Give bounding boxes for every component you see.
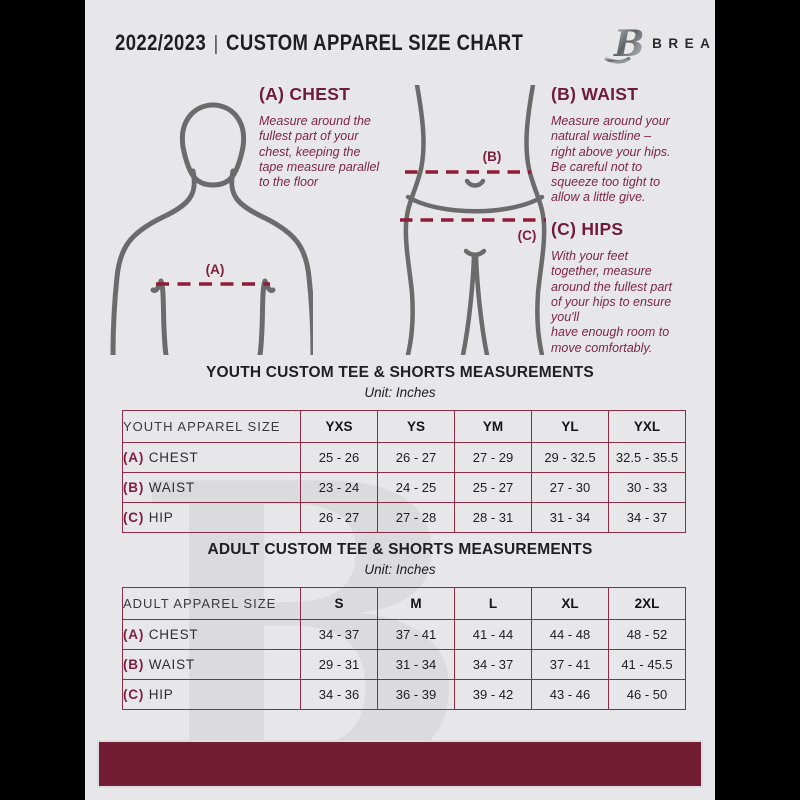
youth-chest-row: (A) CHEST 25 - 26 26 - 27 27 - 29 29 - 3… [122, 442, 686, 473]
youth-chest-yl: 29 - 32.5 [531, 442, 609, 473]
youth-table-unit: Unit: Inches [364, 385, 436, 400]
youth-chest-ys: 26 - 27 [377, 442, 455, 473]
hips-instruction-block: (C) HIPS With your feet together, measur… [551, 219, 711, 356]
youth-hip-yxl: 34 - 37 [608, 502, 686, 533]
adult-hip-xl: 43 - 46 [531, 679, 609, 710]
adult-waist-s: 29 - 31 [300, 649, 378, 680]
youth-hip-ys: 27 - 28 [377, 502, 455, 533]
title-separator: | [213, 33, 219, 55]
figure-right-inner-leg [473, 253, 490, 355]
adult-hip-s: 34 - 36 [300, 679, 378, 710]
waist-instruction-block: (B) WAIST Measure around your natural wa… [551, 84, 709, 206]
youth-chest-label: (A) CHEST [122, 442, 301, 473]
adult-chest-s: 34 - 37 [300, 619, 378, 650]
waist-hip-measurement-diagram: (B) (C) [400, 85, 547, 355]
title-text: CUSTOM APPAREL SIZE CHART [226, 30, 524, 55]
adult-chest-l: 41 - 44 [454, 619, 532, 650]
chest-instruction-block: (A) CHEST Measure around the fullest par… [259, 84, 404, 190]
youth-size-column-header: YOUTH APPAREL SIZE [122, 410, 301, 443]
youth-size-yl: YL [531, 410, 609, 443]
youth-chest-yxs: 25 - 26 [300, 442, 378, 473]
adult-waist-xl: 37 - 41 [531, 649, 609, 680]
chest-line-label: (A) [206, 262, 225, 277]
youth-size-yxs: YXS [300, 410, 378, 443]
youth-chest-yxl: 32.5 - 35.5 [608, 442, 686, 473]
youth-hip-row: (C) HIP 26 - 27 27 - 28 28 - 31 31 - 34 … [122, 502, 686, 533]
adult-hip-row: (C) HIP 34 - 36 36 - 39 39 - 42 43 - 46 … [122, 679, 686, 710]
youth-hip-ym: 28 - 31 [454, 502, 532, 533]
adult-size-2xl: 2XL [608, 587, 686, 620]
adult-chest-xl: 44 - 48 [531, 619, 609, 650]
brand-lockup: B BREAKAWAY [601, 20, 715, 66]
figure-right-armpit [257, 278, 276, 355]
masthead: 2022/2023 | CUSTOM APPAREL SIZE CHART B [115, 22, 715, 65]
hips-instruction-heading: (C) HIPS [551, 219, 624, 239]
hips-instruction-text: With your feet together, measure around … [551, 249, 672, 355]
youth-chest-ym: 27 - 29 [454, 442, 532, 473]
adult-size-l: L [454, 587, 532, 620]
figure-left-inner-leg [460, 253, 477, 355]
youth-waist-yl: 27 - 30 [531, 472, 609, 503]
youth-waist-ym: 25 - 27 [454, 472, 532, 503]
waist-line-label: (B) [483, 149, 502, 164]
adult-size-s: S [300, 587, 378, 620]
figure-navel [464, 178, 486, 188]
youth-waist-row: (B) WAIST 23 - 24 24 - 25 25 - 27 27 - 3… [122, 472, 686, 503]
figure-right-side-outline [524, 85, 547, 355]
youth-waist-label: (B) WAIST [122, 472, 301, 503]
document-title: 2022/2023 | CUSTOM APPAREL SIZE CHART [115, 30, 523, 56]
brand-name: BREAKAWAY [652, 35, 715, 51]
youth-hip-yl: 31 - 34 [531, 502, 609, 533]
youth-table-header-row: YOUTH APPAREL SIZE YXS YS YM YL YXL [122, 410, 686, 443]
figure-left-shoulder-arm [110, 168, 197, 355]
adult-chest-m: 37 - 41 [377, 619, 455, 650]
adult-chest-2xl: 48 - 52 [608, 619, 686, 650]
adult-hip-m: 36 - 39 [377, 679, 455, 710]
youth-waist-yxs: 23 - 24 [300, 472, 378, 503]
adult-table-header-row: ADULT APPAREL SIZE S M L XL 2XL [122, 587, 686, 620]
youth-size-table: YOUTH APPAREL SIZE YXS YS YM YL YXL (A) … [122, 410, 686, 533]
youth-table-title: YOUTH CUSTOM TEE & SHORTS MEASUREMENTS [206, 364, 594, 381]
waist-instruction-text: Measure around your natural waistline – … [551, 114, 671, 205]
hip-line-label: (C) [518, 228, 537, 243]
adult-chest-label: (A) CHEST [122, 619, 301, 650]
size-chart-page: B 2022/2023 | CUSTOM APPAREL SIZE CHART [85, 0, 715, 800]
adult-chest-row: (A) CHEST 34 - 37 37 - 41 41 - 44 44 - 4… [122, 619, 686, 650]
youth-size-ys: YS [377, 410, 455, 443]
youth-hip-yxs: 26 - 27 [300, 502, 378, 533]
adult-waist-row: (B) WAIST 29 - 31 31 - 34 34 - 37 37 - 4… [122, 649, 686, 680]
figure-right-shoulder-arm [229, 168, 313, 355]
youth-size-yxl: YXL [608, 410, 686, 443]
adult-waist-label: (B) WAIST [122, 649, 301, 680]
adult-table-title: ADULT CUSTOM TEE & SHORTS MEASUREMENTS [207, 541, 593, 558]
adult-waist-2xl: 41 - 45.5 [608, 649, 686, 680]
adult-size-m: M [377, 587, 455, 620]
adult-size-column-header: ADULT APPAREL SIZE [122, 587, 301, 620]
adult-hip-l: 39 - 42 [454, 679, 532, 710]
figure-left-armpit [150, 278, 169, 355]
figure-waistband-curve [405, 194, 545, 214]
figure-head-outline [180, 102, 246, 188]
adult-waist-l: 34 - 37 [454, 649, 532, 680]
youth-size-ym: YM [454, 410, 532, 443]
season-year: 2022/2023 [115, 30, 207, 55]
waist-instruction-heading: (B) WAIST [551, 84, 639, 104]
chest-instruction-heading: (A) CHEST [259, 84, 351, 104]
figure-left-side-outline [403, 85, 426, 355]
breakaway-logo-icon: B [604, 23, 643, 65]
adult-hip-2xl: 46 - 50 [608, 679, 686, 710]
adult-size-table: ADULT APPAREL SIZE S M L XL 2XL (A) CHES… [122, 587, 686, 710]
adult-table-unit: Unit: Inches [364, 562, 436, 577]
adult-size-xl: XL [531, 587, 609, 620]
youth-waist-ys: 24 - 25 [377, 472, 455, 503]
footer-accent-bar [97, 740, 703, 788]
youth-waist-yxl: 30 - 33 [608, 472, 686, 503]
chest-instruction-text: Measure around the fullest part of your … [259, 114, 380, 189]
youth-hip-label: (C) HIP [122, 502, 301, 533]
adult-waist-m: 31 - 34 [377, 649, 455, 680]
adult-hip-label: (C) HIP [122, 679, 301, 710]
chest-measurement-diagram: (A) [110, 102, 313, 355]
